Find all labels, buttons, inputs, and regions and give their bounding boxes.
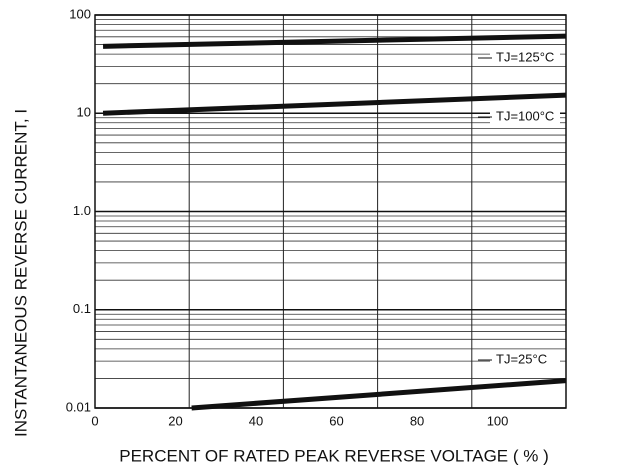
x-axis-label: PERCENT OF RATED PEAK REVERSE VOLTAGE ( … [119,446,549,465]
y-tick-label: 0.1 [73,301,91,316]
series-label: TJ=125°C [496,49,554,64]
y-tick-label: 0.01 [66,399,91,414]
annotation-box [490,50,560,66]
x-tick-label: 80 [410,413,424,428]
y-tick-label: 1.0 [73,203,91,218]
x-tick-label: 60 [329,413,343,428]
y-axis-label: INSTANTANEOUS REVERSE CURRENT, I [11,109,30,437]
x-tick-label: 100 [487,413,509,428]
x-tick-label: 20 [168,413,182,428]
annotation-box [490,352,560,368]
series-label: TJ=25°C [496,351,547,366]
y-tick-label: 10 [77,105,91,120]
series-label: TJ=100°C [496,108,554,123]
annotation-box [490,109,560,125]
x-tick-label: 0 [91,413,98,428]
data-line [102,92,567,116]
data-line [102,33,567,49]
y-tick-label: 100 [69,6,91,21]
data-line [191,378,567,411]
x-tick-label: 40 [249,413,263,428]
